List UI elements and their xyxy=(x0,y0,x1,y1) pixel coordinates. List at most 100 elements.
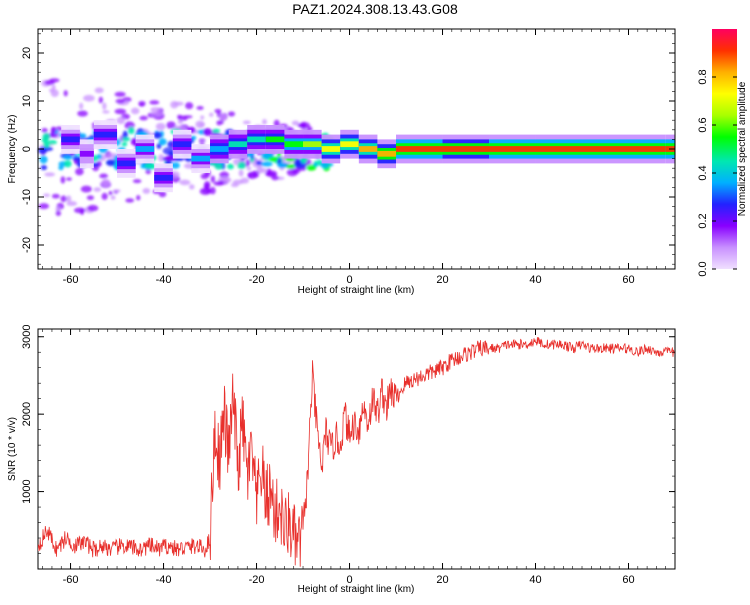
spectral-blob xyxy=(128,126,135,135)
spectral-blob xyxy=(73,207,86,214)
spectral-blob xyxy=(55,210,61,217)
spectral-blob xyxy=(94,87,104,94)
spectral-blob xyxy=(199,187,212,196)
x-tick-label: -60 xyxy=(63,574,79,586)
colorbar-tick-label: 0.6 xyxy=(697,117,709,132)
spectral-blob xyxy=(242,120,251,125)
spectral-blob xyxy=(83,94,95,102)
colorbar-label: Normalized spectral amplitude xyxy=(737,81,748,216)
spectral-blob xyxy=(214,108,222,114)
spectral-blob xyxy=(268,156,279,162)
spectral-band-segment xyxy=(154,174,173,181)
spectral-blob xyxy=(40,164,48,171)
spectral-blob xyxy=(38,203,50,210)
spectral-blob xyxy=(110,195,116,200)
spectral-band-segment xyxy=(535,146,583,152)
spectral-band-segment xyxy=(396,146,443,152)
spectral-blob xyxy=(62,155,73,160)
spectral-blob xyxy=(227,163,235,170)
spectral-blob xyxy=(185,102,194,110)
spectral-blob xyxy=(77,110,88,117)
spectral-band-segment xyxy=(117,160,136,167)
colorbar-ticks: 0.0 0.2 0.4 0.6 0.8 xyxy=(697,69,737,277)
spectral-blob xyxy=(150,107,161,113)
spectral-blob xyxy=(48,88,55,93)
spectral-band-segment xyxy=(93,131,118,138)
spectral-blob xyxy=(306,164,317,171)
spectrogram-blobs xyxy=(38,78,335,217)
spectral-blob xyxy=(50,126,57,134)
spectral-blob xyxy=(153,131,162,139)
spectral-band-segment xyxy=(135,146,155,152)
spectral-blob xyxy=(151,111,163,116)
spectral-blob xyxy=(291,120,300,126)
x-tick-label: 0 xyxy=(346,274,352,286)
spectral-blob xyxy=(237,161,246,170)
spectral-blob xyxy=(114,108,127,115)
spectral-blob xyxy=(209,186,216,195)
spectrogram-y-label: Frequency (Hz) xyxy=(7,115,18,184)
spectral-blob xyxy=(48,139,57,145)
spectral-band-segment xyxy=(61,136,80,143)
snr-x-label: Height of straight line (km) xyxy=(298,584,415,595)
y-tick-label: 3000 xyxy=(21,324,33,348)
spectrogram-y-ticks: -20 -10 0 10 20 xyxy=(21,33,675,265)
snr-frame xyxy=(37,328,676,570)
y-tick-label: 1000 xyxy=(21,479,33,503)
spectral-blob xyxy=(43,193,50,198)
spectral-blob xyxy=(203,128,213,136)
spectral-blob xyxy=(44,80,55,86)
x-tick-label: -60 xyxy=(63,274,79,286)
figure-title: PAZ1.2024.308.13.43.G08 xyxy=(292,1,458,17)
spectral-blob xyxy=(78,133,87,139)
spectral-blob xyxy=(163,156,171,162)
x-tick-label: 40 xyxy=(529,274,541,286)
spectral-blob xyxy=(227,111,236,117)
spectral-blob xyxy=(116,116,125,125)
spectral-blob xyxy=(142,188,151,194)
spectral-blob xyxy=(80,185,93,193)
spectral-blob xyxy=(262,119,267,125)
y-tick-label: 0 xyxy=(21,146,33,152)
spectral-band-segment xyxy=(303,141,322,148)
spectral-band-segment xyxy=(489,146,536,152)
spectral-blob xyxy=(212,128,221,134)
colorbar-gradient xyxy=(712,29,737,269)
spectral-blob xyxy=(145,168,152,175)
spectral-band-segment xyxy=(228,141,248,148)
spectral-blob xyxy=(219,113,228,122)
spectral-blob xyxy=(198,123,205,127)
spectral-blob xyxy=(114,91,126,97)
spectral-blob xyxy=(121,141,128,147)
spectrogram-x-ticks: -60 -40 -20 0 20 40 60 xyxy=(42,29,676,286)
x-tick-label: -40 xyxy=(156,274,172,286)
y-tick-label: -20 xyxy=(21,237,33,253)
spectral-blob xyxy=(177,120,183,124)
spectral-blob xyxy=(230,182,239,188)
spectral-band-segment xyxy=(442,146,490,152)
spectral-blob xyxy=(214,163,224,170)
spectral-blob xyxy=(138,103,145,107)
spectral-band-segment xyxy=(377,150,397,157)
spectral-blob xyxy=(297,123,306,128)
spectral-band-segment xyxy=(340,141,359,148)
spectral-blob xyxy=(98,96,104,104)
spectral-blob xyxy=(87,204,99,212)
spectral-band-segment xyxy=(284,141,304,148)
spectral-blob xyxy=(179,179,191,186)
spectral-blob xyxy=(115,98,125,104)
snr-y-label: SNR (10 * v/v) xyxy=(7,417,18,481)
spectral-blob xyxy=(219,171,230,179)
x-tick-label: 0 xyxy=(346,574,352,586)
spectral-blob xyxy=(41,137,49,143)
spectral-blob xyxy=(121,137,131,142)
spectral-blob xyxy=(63,90,68,97)
spectral-blob xyxy=(196,106,204,110)
spectral-blob xyxy=(203,182,210,190)
snr-panel: -60 -40 -20 0 20 40 60 1000 2000 3000 Height of … xyxy=(7,324,676,595)
x-tick-label: 20 xyxy=(436,574,448,586)
spectral-blob xyxy=(271,175,279,181)
spectral-blob xyxy=(108,190,113,196)
x-tick-label: 40 xyxy=(529,574,541,586)
colorbar-tick-label: 0.8 xyxy=(697,69,709,84)
